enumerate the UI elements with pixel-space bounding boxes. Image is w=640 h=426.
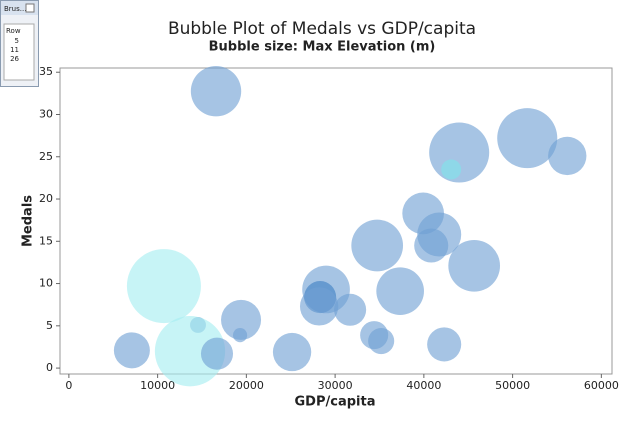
x-tick-label: 40000 bbox=[406, 379, 441, 392]
bubble bbox=[548, 136, 587, 176]
brush-close[interactable] bbox=[25, 3, 35, 13]
chart-title: Bubble Plot of Medals vs GDP/capita bbox=[168, 19, 476, 39]
bubble bbox=[497, 108, 558, 169]
bubble bbox=[368, 327, 395, 355]
bubble bbox=[376, 267, 424, 315]
y-tick-label: 35 bbox=[39, 65, 53, 78]
x-tick-label: 30000 bbox=[318, 379, 353, 392]
brush-row: 11 bbox=[10, 46, 19, 54]
bubble bbox=[441, 159, 462, 180]
bubble bbox=[126, 249, 201, 324]
x-tick-label: 50000 bbox=[495, 379, 530, 392]
chart-subtitle: Bubble size: Max Elevation (m) bbox=[209, 40, 436, 55]
x-axis-label: GDP/capita bbox=[295, 395, 376, 410]
x-tick-label: 60000 bbox=[584, 379, 619, 392]
bubble bbox=[414, 228, 449, 263]
bubble bbox=[299, 287, 339, 326]
y-tick-label: 20 bbox=[39, 192, 53, 205]
x-tick-label: 20000 bbox=[229, 379, 264, 392]
y-tick-label: 15 bbox=[39, 234, 53, 247]
bubble bbox=[154, 316, 226, 387]
bubble bbox=[351, 219, 404, 272]
y-axis-label: Medals bbox=[21, 195, 36, 247]
bubble bbox=[272, 332, 312, 372]
bubble bbox=[427, 327, 462, 362]
brush-palette[interactable]: Brus... Row 5 11 26 bbox=[0, 0, 39, 87]
brush-row: 5 bbox=[15, 37, 19, 45]
y-tick-label: 25 bbox=[39, 150, 53, 163]
bubble bbox=[113, 332, 150, 369]
y-tick-label: 10 bbox=[39, 277, 53, 290]
bubble bbox=[200, 337, 234, 370]
bubble bbox=[221, 299, 262, 340]
x-tick-label: 0 bbox=[65, 379, 72, 392]
x-tick-label: 10000 bbox=[140, 379, 175, 392]
bubble bbox=[334, 293, 367, 326]
bubble bbox=[448, 239, 501, 292]
brush-title: Brus... bbox=[4, 5, 26, 13]
y-tick-label: 0 bbox=[46, 361, 53, 374]
y-tick-label: 30 bbox=[39, 107, 53, 120]
brush-list bbox=[3, 23, 35, 81]
bubble bbox=[190, 66, 242, 117]
brush-header: Row bbox=[6, 27, 21, 35]
bubble bbox=[232, 328, 248, 343]
y-tick-label: 5 bbox=[46, 319, 53, 332]
brush-row: 26 bbox=[10, 55, 19, 63]
